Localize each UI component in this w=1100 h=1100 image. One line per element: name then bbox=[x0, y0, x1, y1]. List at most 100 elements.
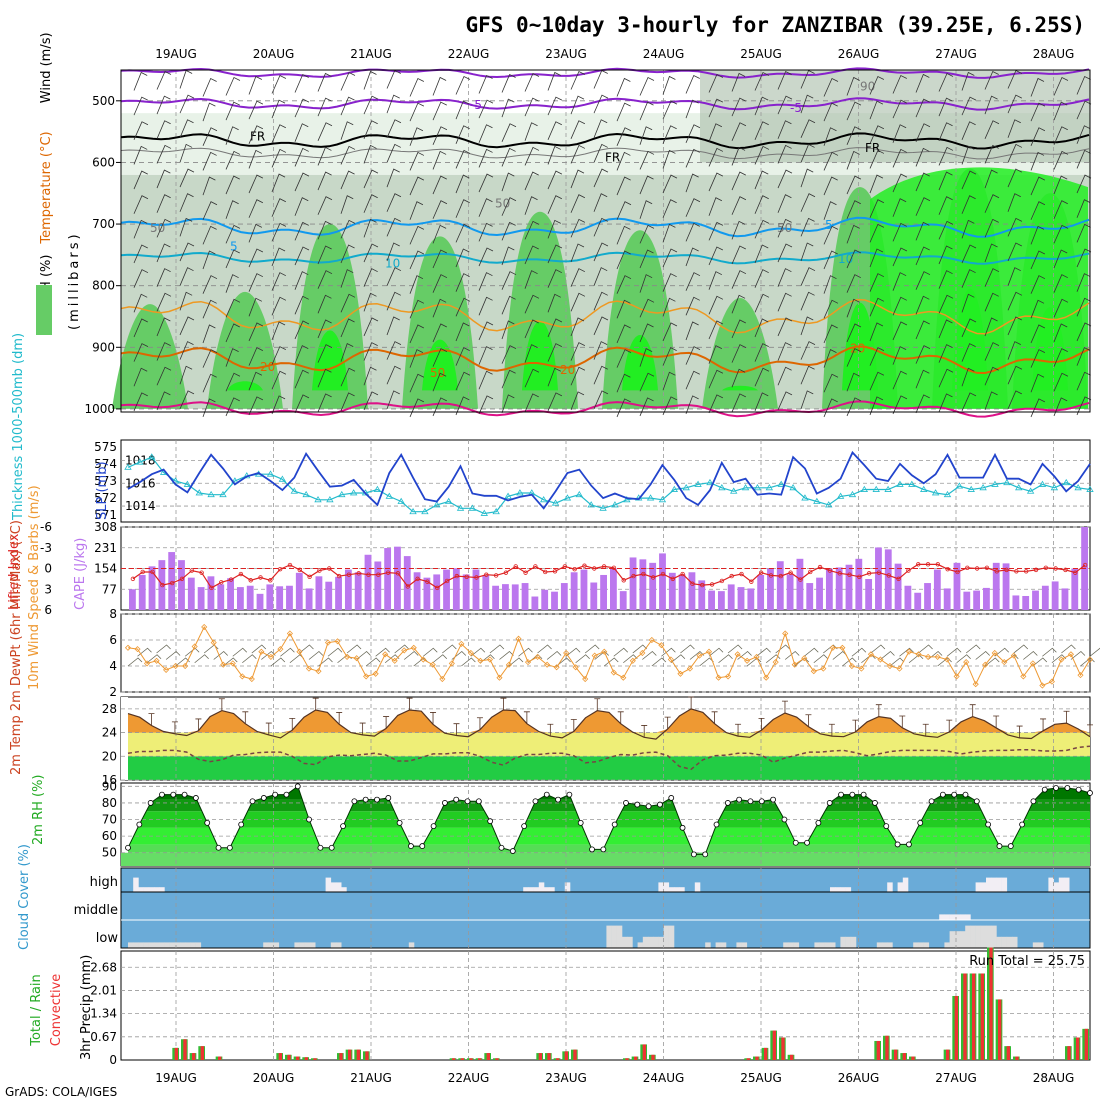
wind10-point bbox=[667, 656, 674, 663]
wind-barb bbox=[869, 174, 884, 194]
li-point bbox=[572, 566, 577, 572]
cloud-middle-bar bbox=[949, 914, 956, 920]
wind-barb bbox=[570, 144, 586, 164]
wind-barb bbox=[501, 147, 516, 167]
precip-convective-bar bbox=[772, 1030, 776, 1060]
thickness-point bbox=[587, 501, 595, 508]
rh-point bbox=[838, 791, 844, 798]
wind-barb bbox=[478, 74, 493, 94]
isotherm-freezing-b bbox=[120, 147, 1090, 160]
wind10-point bbox=[1001, 659, 1008, 666]
temp-axis-label: 2m Temp 2m DewPt (6hr Min/Max) (°C) bbox=[9, 520, 24, 775]
wind-barb bbox=[524, 122, 538, 141]
wind-tick-label: 8 bbox=[109, 607, 117, 621]
wind-barb-10m bbox=[918, 644, 933, 654]
wind-barb bbox=[225, 348, 239, 367]
temp-minmax-bar bbox=[383, 716, 390, 729]
wind-barb bbox=[616, 275, 632, 294]
wind-barb bbox=[754, 195, 769, 214]
wind-barb bbox=[225, 175, 240, 195]
wind-barb bbox=[547, 71, 561, 91]
rh-point bbox=[317, 844, 324, 851]
wind-barb bbox=[731, 393, 747, 413]
wind-barb-10m bbox=[727, 644, 743, 654]
li-point bbox=[454, 573, 460, 579]
wind-barb bbox=[570, 120, 586, 139]
isotherm-label: -5 bbox=[470, 98, 482, 112]
thickness-tick-label: 575 bbox=[94, 440, 117, 454]
rh-point bbox=[690, 851, 697, 858]
wind-barb bbox=[616, 77, 631, 97]
wind-barb bbox=[1007, 316, 1023, 336]
cape-bar bbox=[246, 585, 254, 610]
wind-barb bbox=[869, 100, 884, 120]
wind-barb bbox=[271, 370, 287, 390]
cape-bar bbox=[835, 567, 843, 610]
cloud-high-bar bbox=[845, 887, 852, 892]
wind-barb bbox=[823, 373, 839, 393]
wind-barb bbox=[1053, 76, 1069, 96]
wind-barb bbox=[294, 221, 309, 241]
wind-barb bbox=[1053, 150, 1069, 170]
wind-barb bbox=[363, 144, 377, 164]
wind-barb bbox=[915, 271, 931, 290]
wind-barb bbox=[294, 271, 309, 290]
cloud-high-bar bbox=[564, 882, 571, 892]
wind-barb bbox=[271, 296, 287, 316]
rh-point bbox=[509, 848, 516, 854]
wind-barb bbox=[915, 172, 930, 192]
cape-bar bbox=[207, 576, 215, 610]
wind-barb bbox=[478, 272, 493, 291]
precip-convective-bar bbox=[790, 1054, 794, 1060]
precip-axis-label: 3hr Precip (mm) bbox=[79, 955, 94, 1060]
wind-barb-10m bbox=[680, 644, 695, 654]
wind-barb bbox=[455, 149, 471, 169]
precip-convective-bar bbox=[972, 973, 976, 1060]
cloud-high-bar bbox=[975, 882, 982, 892]
wind-barb bbox=[501, 369, 516, 389]
wind10-point bbox=[515, 635, 522, 642]
cloud-low-bar bbox=[850, 936, 857, 948]
cape-bar bbox=[668, 572, 676, 610]
thickness-point bbox=[302, 490, 310, 498]
wind10-point bbox=[534, 653, 541, 660]
thickness-point bbox=[504, 492, 512, 499]
li-point bbox=[876, 570, 882, 575]
rh-point bbox=[521, 823, 528, 830]
wind-barb bbox=[432, 274, 448, 293]
wind-barb bbox=[1030, 275, 1046, 294]
wind-barb bbox=[294, 345, 309, 364]
rh-colorbar bbox=[36, 285, 52, 335]
temp-minmax-bar bbox=[1040, 718, 1047, 731]
li-point bbox=[464, 574, 469, 579]
wind-barb bbox=[984, 243, 998, 263]
rh-point bbox=[283, 791, 290, 798]
thickness-point bbox=[729, 487, 738, 494]
wind-barb bbox=[455, 322, 470, 342]
wind-barb bbox=[639, 274, 653, 293]
cloud-low-bar bbox=[304, 942, 311, 948]
wind-barb bbox=[800, 143, 815, 163]
wind-barb bbox=[662, 347, 677, 366]
cloud-low-bar bbox=[143, 942, 150, 948]
cape-bar bbox=[983, 587, 990, 610]
wind-barb bbox=[1030, 77, 1045, 97]
cloud-low-bar bbox=[263, 942, 269, 948]
thickness-point bbox=[1074, 484, 1082, 491]
thickness-point bbox=[801, 494, 809, 501]
cape-bar bbox=[364, 554, 372, 610]
wind-barb bbox=[593, 316, 609, 336]
li-point bbox=[670, 576, 676, 582]
wind-barb bbox=[708, 345, 723, 364]
wind-barb bbox=[432, 150, 447, 170]
temp-minmax-bar bbox=[735, 723, 742, 737]
wind-barb-10m bbox=[661, 647, 676, 657]
wind10-point bbox=[639, 649, 646, 657]
wind-barb bbox=[800, 193, 816, 212]
wind-barb bbox=[294, 369, 309, 389]
wind-barb bbox=[363, 95, 379, 115]
wind-barb bbox=[846, 298, 860, 318]
wind-barb bbox=[179, 316, 195, 336]
cloud-high-bar bbox=[133, 877, 139, 892]
wind10-point bbox=[915, 651, 922, 658]
